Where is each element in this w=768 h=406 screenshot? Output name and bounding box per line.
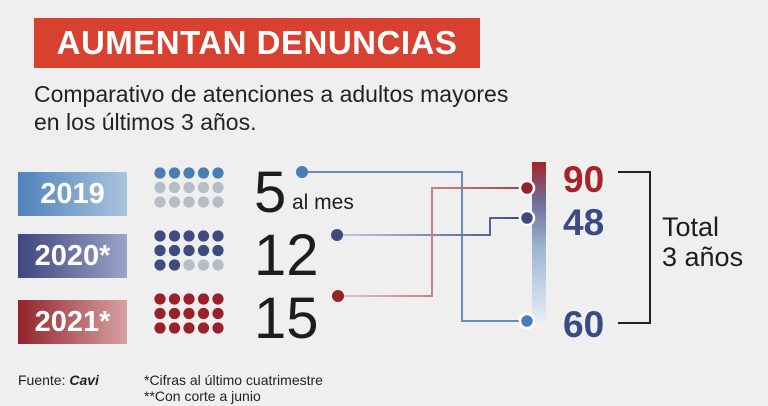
- connector-2021: [338, 187, 527, 297]
- filled-dot: [183, 307, 195, 320]
- filled-dot: [154, 307, 166, 320]
- connector-2019: [302, 171, 527, 322]
- endpoint-48: [518, 209, 536, 227]
- endpoint-90: [518, 179, 536, 197]
- value-2019-suffix: al mes: [292, 191, 354, 214]
- filled-dot: [154, 244, 166, 257]
- filled-dot: [183, 244, 195, 257]
- filled-dot: [168, 230, 181, 242]
- filled-dot: [168, 307, 181, 320]
- footnotes: *Cifras al último cuatrimestre **Con cor…: [144, 372, 323, 404]
- filled-dot: [183, 322, 195, 334]
- total-label-line-2: 3 años: [662, 242, 744, 272]
- filled-dot: [183, 167, 195, 179]
- dot-marker-2019: [296, 166, 308, 178]
- filled-dot: [197, 322, 210, 334]
- filled-dot: [154, 230, 166, 242]
- filled-dot: [197, 307, 210, 320]
- footnote-2: **Con corte a junio: [144, 388, 261, 404]
- gradient-bar: [532, 162, 546, 322]
- filled-dot: [212, 322, 224, 334]
- filled-dot: [212, 307, 224, 320]
- empty-dot: [197, 196, 210, 208]
- subtitle: Comparativo de atenciones a adultos mayo…: [34, 80, 508, 136]
- filled-dot: [168, 259, 181, 271]
- empty-dot: [183, 196, 195, 208]
- empty-dot: [212, 181, 224, 194]
- filled-dot: [183, 230, 195, 242]
- filled-dot: [197, 230, 210, 242]
- total-bracket: [618, 171, 651, 324]
- subtitle-line-1: Comparativo de atenciones a adultos mayo…: [34, 81, 509, 107]
- value-2021: 15: [254, 286, 319, 351]
- filled-dot: [197, 293, 210, 305]
- total-label: Total 3 años: [662, 212, 743, 272]
- empty-dot: [197, 259, 210, 271]
- year-label-2021: 2021*: [18, 300, 127, 344]
- empty-dot: [212, 196, 224, 208]
- total-2020: 48: [563, 202, 605, 243]
- filled-dot: [168, 293, 181, 305]
- empty-dot: [168, 196, 181, 208]
- filled-dot: [154, 293, 166, 305]
- empty-dot: [154, 181, 166, 194]
- page-title: AUMENTAN DENUNCIAS: [56, 24, 458, 61]
- title-banner: AUMENTAN DENUNCIAS: [34, 18, 480, 68]
- endpoint-60: [518, 312, 536, 330]
- subtitle-line-2: en los últimos 3 años.: [34, 109, 257, 135]
- value-2020: 12: [254, 223, 319, 288]
- filled-dot: [212, 244, 224, 257]
- year-label-2020: 2020*: [18, 234, 127, 278]
- empty-dot: [197, 181, 210, 194]
- empty-dot: [168, 181, 181, 194]
- connector-2020: [337, 217, 527, 236]
- empty-dot: [212, 259, 224, 271]
- year-label-2019: 2019: [18, 172, 127, 216]
- filled-dot: [212, 293, 224, 305]
- total-2021: 90: [563, 159, 605, 200]
- filled-dot: [197, 244, 210, 257]
- filled-dot: [212, 167, 224, 179]
- total-label-line-1: Total: [662, 212, 720, 242]
- filled-dot: [168, 167, 181, 179]
- dot-marker-2020: [331, 229, 343, 241]
- filled-dot: [154, 167, 166, 179]
- empty-dot: [183, 259, 195, 271]
- total-2019: 60: [563, 304, 605, 345]
- dot-marker-2021: [332, 290, 344, 302]
- filled-dot: [212, 230, 224, 242]
- source: Fuente: Cavi: [18, 372, 99, 388]
- source-name: Cavi: [69, 372, 99, 388]
- filled-dot: [168, 322, 181, 334]
- filled-dot: [183, 293, 195, 305]
- filled-dot: [197, 167, 210, 179]
- filled-dot: [154, 322, 166, 334]
- value-2019: 5: [254, 160, 287, 225]
- filled-dot: [154, 259, 166, 271]
- filled-dot: [168, 244, 181, 257]
- footnote-1: *Cifras al último cuatrimestre: [144, 372, 323, 388]
- empty-dot: [154, 196, 166, 208]
- empty-dot: [183, 181, 195, 194]
- source-label: Fuente:: [18, 372, 66, 388]
